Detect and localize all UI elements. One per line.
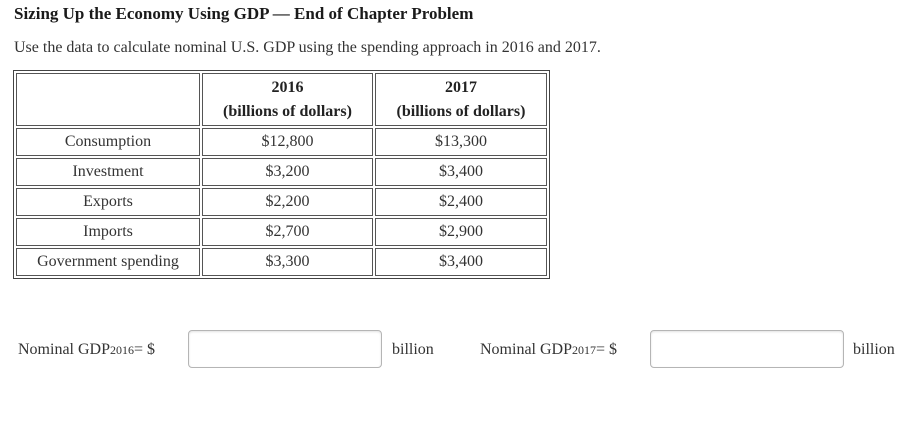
exports-2016: $2,200 — [202, 188, 373, 216]
gdp-2016-input[interactable] — [188, 330, 382, 368]
gdp-2017-prefix: Nominal GDP — [480, 341, 572, 358]
consumption-2017: $13,300 — [375, 128, 547, 156]
government-spending-2016: $3,300 — [202, 248, 373, 276]
problem-title: Sizing Up the Economy Using GDP — End of… — [14, 4, 474, 23]
row-label-consumption: Consumption — [16, 128, 200, 156]
investment-2017: $3,400 — [375, 158, 547, 186]
government-spending-2017: $3,400 — [375, 248, 547, 276]
table-row: Exports $2,200 $2,400 — [16, 188, 547, 216]
exports-2017: $2,400 — [375, 188, 547, 216]
gdp-data-table: 2016 (billions of dollars) 2017 (billion… — [13, 70, 550, 279]
gdp-2017-unit: billion — [853, 341, 895, 358]
table-row: Government spending $3,300 $3,400 — [16, 248, 547, 276]
investment-2016: $3,200 — [202, 158, 373, 186]
header-2016-year: 2016 — [271, 78, 304, 96]
table-row: Consumption $12,800 $13,300 — [16, 128, 547, 156]
header-2017: 2017 (billions of dollars) — [375, 73, 547, 126]
row-label-government-spending: Government spending — [16, 248, 200, 276]
gdp-2016-label: Nominal GDP 2016 = $ — [18, 341, 155, 359]
gdp-2017-equals: = $ — [596, 341, 618, 358]
imports-2017: $2,900 — [375, 218, 547, 246]
table-row: Imports $2,700 $2,900 — [16, 218, 547, 246]
row-label-investment: Investment — [16, 158, 200, 186]
gdp-2017-subscript: 2017 — [572, 342, 596, 357]
row-label-imports: Imports — [16, 218, 200, 246]
gdp-2016-subscript: 2016 — [110, 342, 134, 357]
header-2017-unit: (billions of dollars) — [396, 102, 526, 120]
table-header-row: 2016 (billions of dollars) 2017 (billion… — [16, 73, 547, 126]
header-2016-unit: (billions of dollars) — [223, 102, 352, 120]
gdp-2017-label: Nominal GDP 2017 = $ — [480, 341, 617, 359]
imports-2016: $2,700 — [202, 218, 373, 246]
row-label-exports: Exports — [16, 188, 200, 216]
problem-instructions: Use the data to calculate nominal U.S. G… — [14, 39, 601, 56]
gdp-2016-equals: = $ — [134, 341, 156, 358]
header-2016: 2016 (billions of dollars) — [202, 73, 373, 126]
header-2017-year: 2017 — [445, 78, 477, 96]
consumption-2016: $12,800 — [202, 128, 373, 156]
gdp-2016-unit: billion — [392, 341, 434, 358]
gdp-2017-input[interactable] — [650, 330, 844, 368]
gdp-2016-prefix: Nominal GDP — [18, 341, 110, 358]
header-empty-cell — [16, 73, 200, 126]
table-row: Investment $3,200 $3,400 — [16, 158, 547, 186]
